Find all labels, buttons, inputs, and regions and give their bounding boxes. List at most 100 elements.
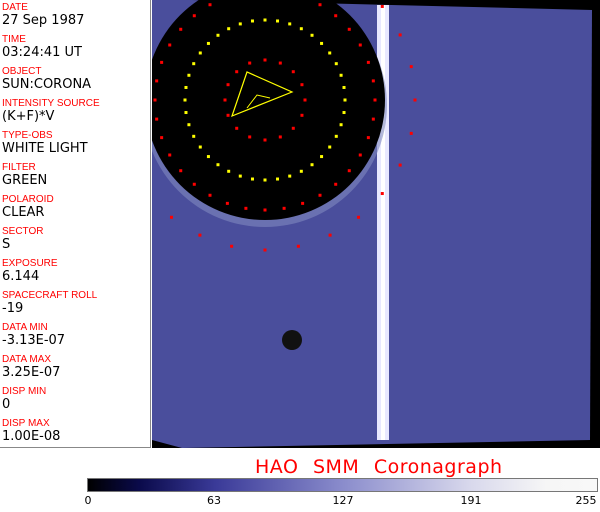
sun-direction-marker	[231, 71, 294, 118]
grid-dot	[296, 244, 300, 248]
field-label: DATA MAX	[2, 354, 52, 365]
grid-dot	[347, 27, 351, 31]
grid-dot	[320, 41, 324, 45]
grid-dot	[263, 178, 267, 182]
grid-dot	[301, 201, 305, 205]
grid-dot	[179, 169, 183, 173]
grid-dot	[192, 134, 196, 138]
grid-dot	[342, 111, 346, 115]
grid-dot	[291, 126, 295, 130]
grid-dot	[342, 85, 346, 89]
field-label: TYPE-OBS	[2, 130, 53, 141]
grid-dot	[263, 18, 267, 22]
grid-dot	[300, 113, 304, 117]
dust-spot	[282, 330, 302, 350]
field-label: DISP MAX	[2, 418, 50, 429]
grid-dot	[373, 98, 377, 102]
grid-dot	[223, 98, 227, 102]
grid-dot	[409, 65, 413, 69]
grid-dot	[169, 215, 173, 219]
grid-dot	[168, 153, 172, 157]
field-value: 3.25E-07	[2, 365, 61, 380]
occulter-disk	[152, 0, 385, 220]
grid-dot	[235, 126, 239, 130]
field-value: 03:24:41 UT	[2, 45, 82, 60]
grid-dot	[206, 155, 210, 159]
field-value: 6.144	[2, 269, 40, 284]
grid-dot	[276, 177, 280, 181]
grid-dot	[168, 43, 172, 47]
field-label: EXPOSURE	[2, 258, 58, 269]
grid-dot	[358, 153, 362, 157]
grid-dot	[198, 51, 202, 55]
grid-dot	[339, 123, 343, 127]
field-label: SECTOR	[2, 226, 44, 237]
grid-dot	[184, 111, 188, 115]
grid-dot	[263, 138, 267, 142]
grid-dot	[409, 131, 413, 135]
colorbar-tick: 127	[332, 494, 354, 507]
grid-dot	[263, 58, 267, 62]
grid-dot	[343, 98, 347, 102]
grid-dot	[366, 60, 370, 64]
grid-dot	[334, 62, 338, 66]
grid-dot	[276, 19, 280, 23]
grid-dot	[250, 19, 254, 23]
grid-dot	[380, 4, 384, 8]
grid-dot	[398, 33, 402, 37]
grid-dot	[357, 215, 361, 219]
grid-dot	[179, 27, 183, 31]
grid-dot	[250, 177, 254, 181]
field-value: CLEAR	[2, 205, 45, 220]
coronagraph-image	[152, 0, 600, 448]
grid-dot	[371, 117, 375, 121]
grid-dot	[192, 182, 196, 186]
grid-dot	[300, 83, 304, 87]
field-value: 1.00E-08	[2, 429, 61, 444]
grid-dot	[227, 27, 231, 31]
grid-dot	[303, 98, 307, 102]
grid-dot	[328, 145, 332, 149]
grid-dot	[208, 3, 212, 7]
grid-dot	[347, 169, 351, 173]
grid-dot	[226, 83, 230, 87]
grid-dot	[278, 61, 282, 65]
grid-dot	[278, 135, 282, 139]
grid-dot	[263, 208, 267, 212]
grid-dot	[282, 206, 286, 210]
field-label: DATE	[2, 2, 28, 13]
grid-dot	[225, 201, 229, 205]
grid-dot	[208, 193, 212, 197]
grid-dot	[248, 61, 252, 65]
grid-dot	[310, 163, 314, 167]
grid-dot	[184, 85, 188, 89]
field-label: POLAROID	[2, 194, 54, 205]
grid-dot	[380, 192, 384, 196]
field-label: DISP MIN	[2, 386, 47, 397]
grid-dot	[238, 22, 242, 26]
field-value: -3.13E-07	[2, 333, 66, 348]
grid-dot	[216, 163, 220, 167]
field-value: S	[2, 237, 11, 252]
field-label: OBJECT	[2, 66, 42, 77]
grid-dot	[230, 244, 234, 248]
grid-dot	[226, 113, 230, 117]
grid-dot	[318, 3, 322, 7]
instrument-title: HAO SMM Coronagraph	[255, 456, 503, 478]
grid-dot	[153, 98, 157, 102]
grid-dot	[198, 145, 202, 149]
grid-dot	[339, 73, 343, 77]
field-label: INTENSITY SOURCE	[2, 98, 100, 109]
header-panel: DATE 27 Sep 1987 TIME 03:24:41 UT OBJECT SUN:…	[0, 0, 151, 448]
grid-dot	[334, 14, 338, 18]
grid-dot	[160, 60, 164, 64]
grid-dot	[227, 169, 231, 173]
grid-dot	[371, 79, 375, 83]
grid-dot	[187, 123, 191, 127]
grid-dot	[206, 41, 210, 45]
field-label: SPACECRAFT ROLL	[2, 290, 98, 301]
grid-dot	[248, 135, 252, 139]
grid-dot	[291, 70, 295, 74]
field-value: (K+F)*V	[2, 109, 55, 124]
grid-dot	[320, 155, 324, 159]
